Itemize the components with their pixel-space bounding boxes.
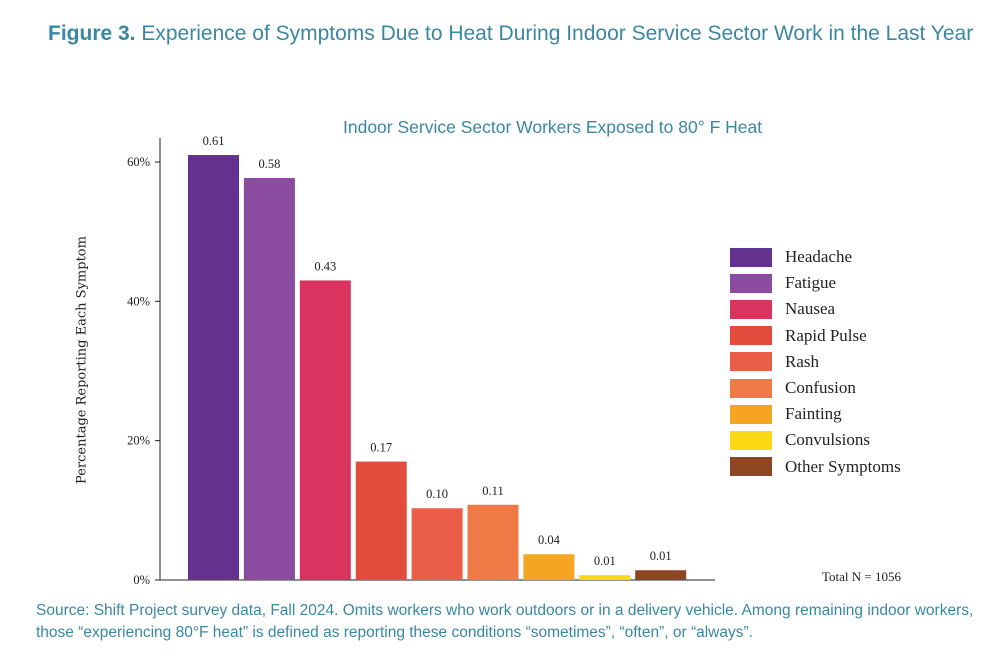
bar-convulsions <box>579 575 631 580</box>
total-n-note: Total N = 1056 <box>822 569 901 584</box>
bar-confusion <box>467 504 519 580</box>
legend-swatch <box>730 326 772 346</box>
legend-item: Fainting <box>730 401 901 427</box>
legend-label: Nausea <box>785 299 836 319</box>
source-line-1: Source: Shift Project survey data, Fall … <box>36 602 974 619</box>
chart-title: Indoor Service Sector Workers Exposed to… <box>343 117 763 137</box>
legend-item: Fatigue <box>730 270 901 296</box>
legend-swatch <box>730 404 772 424</box>
bar-other-symptoms <box>635 570 687 580</box>
bar-rapid-pulse <box>355 461 407 580</box>
figure-title: Figure 3. Experience of Symptoms Due to … <box>48 22 973 46</box>
legend-item: Rash <box>730 349 901 375</box>
y-tick-label: 40% <box>127 294 150 308</box>
legend-swatch <box>730 273 772 293</box>
legend-item: Convulsions <box>730 427 901 453</box>
figure-title-lead: Figure 3. <box>48 22 136 45</box>
legend-item: Rapid Pulse <box>730 323 901 349</box>
bar-value-label: 0.43 <box>314 259 336 273</box>
bar-fainting <box>523 554 575 580</box>
bar-value-label: 0.61 <box>203 134 225 148</box>
legend-swatch <box>730 352 772 372</box>
bar-value-label: 0.04 <box>538 533 561 547</box>
bar-rash <box>411 508 463 580</box>
legend-swatch <box>730 430 772 450</box>
legend-label: Rapid Pulse <box>785 325 867 345</box>
bar-value-label: 0.17 <box>370 441 392 455</box>
legend-swatch <box>730 378 772 398</box>
figure-title-rest: Experience of Symptoms Due to Heat Durin… <box>135 22 974 45</box>
legend-label: Other Symptoms <box>785 456 901 476</box>
bar-value-label: 0.58 <box>258 157 280 171</box>
y-tick-label: 20% <box>127 434 150 448</box>
legend: Headache Fatigue Nausea Rapid Pulse Rash Conf… <box>730 244 901 480</box>
bar-value-label: 0.01 <box>594 554 616 568</box>
legend-label: Confusion <box>785 378 856 398</box>
legend-label: Fatigue <box>785 273 836 293</box>
legend-item: Other Symptoms <box>730 454 901 480</box>
y-tick-label: 0% <box>133 573 150 587</box>
bar-headache <box>188 155 239 581</box>
legend-swatch <box>730 299 772 319</box>
legend-swatch <box>730 457 772 477</box>
source-line-2: those “experiencing 80°F heat” is define… <box>36 624 753 641</box>
bar-value-label: 0.01 <box>650 549 672 563</box>
legend-label: Headache <box>785 247 853 267</box>
legend-label: Rash <box>785 351 819 371</box>
bar-value-label: 0.11 <box>482 484 503 498</box>
bar-value-label: 0.10 <box>426 487 448 501</box>
legend-swatch <box>730 247 772 267</box>
legend-item: Headache <box>730 244 901 270</box>
legend-item: Confusion <box>730 375 901 401</box>
bar-fatigue <box>243 178 295 581</box>
legend-item: Nausea <box>730 296 901 322</box>
legend-label: Convulsions <box>785 430 871 450</box>
bar-nausea <box>299 280 351 580</box>
source-note: Source: Shift Project survey data, Fall … <box>36 600 991 644</box>
legend-label: Fainting <box>785 404 842 424</box>
y-tick-label: 60% <box>127 155 150 169</box>
